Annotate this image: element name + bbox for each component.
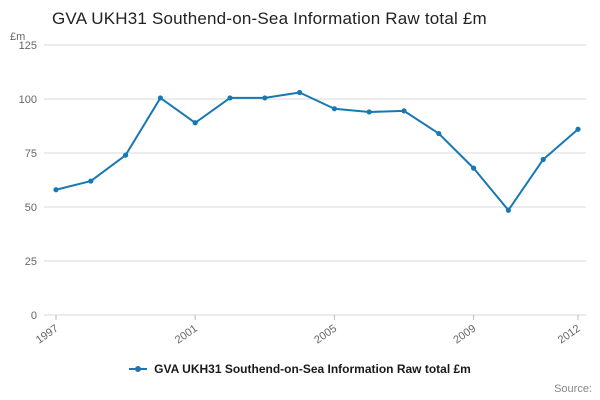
x-tick-label: 2009 <box>451 323 478 347</box>
data-point-marker <box>540 156 546 163</box>
x-tick-label: 2001 <box>173 323 200 347</box>
data-point-marker <box>575 126 581 132</box>
x-tick-label: 2005 <box>312 323 339 347</box>
y-tick-label: 75 <box>25 148 37 160</box>
data-point-marker <box>53 187 59 193</box>
x-tick-label: 1997 <box>34 323 61 347</box>
data-point-marker <box>297 89 303 96</box>
y-tick-label: 0 <box>31 310 37 322</box>
x-tick-label: 2012 <box>556 323 583 347</box>
line-chart-plot-area: 0 25 50 75 100 125 1997 2001 2005 2009 2012 <box>19 40 586 347</box>
line-marker-icon <box>129 365 148 373</box>
legend: GVA UKH31 Southend-on-Sea Information Ra… <box>0 362 600 376</box>
y-tick-label: 50 <box>25 202 37 214</box>
series-line <box>55 91 579 212</box>
data-point-marker <box>123 152 129 158</box>
legend-label: GVA UKH31 Southend-on-Sea Information Ra… <box>154 362 471 376</box>
data-point-marker <box>331 106 337 112</box>
data-point-marker <box>227 95 233 101</box>
y-tick-label: 100 <box>19 94 37 106</box>
y-axis-unit-label: £m <box>10 31 26 43</box>
data-point-marker <box>436 130 442 137</box>
data-point-marker <box>366 109 372 115</box>
y-tick-label: 25 <box>25 256 37 268</box>
data-point-marker <box>505 207 511 213</box>
data-point-marker <box>157 95 163 101</box>
y-tick-label: 125 <box>19 40 37 52</box>
data-point-marker <box>471 165 477 171</box>
data-point-marker <box>192 120 198 126</box>
source-label: Source: <box>554 383 592 395</box>
data-point-marker <box>88 178 94 184</box>
legend-item-series-0[interactable]: GVA UKH31 Southend-on-Sea Information Ra… <box>129 362 471 376</box>
data-point-marker <box>262 95 268 101</box>
data-point-marker <box>401 108 407 114</box>
chart-title: GVA UKH31 Southend-on-Sea Information Ra… <box>52 9 487 28</box>
